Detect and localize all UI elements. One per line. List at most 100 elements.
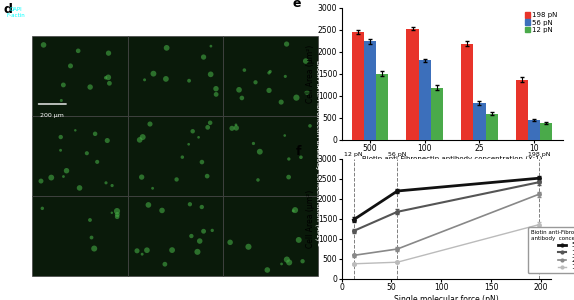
Point xyxy=(101,75,110,80)
Point xyxy=(157,208,166,213)
Bar xyxy=(127,196,223,276)
Point xyxy=(104,51,113,56)
Point xyxy=(39,43,48,47)
Point xyxy=(107,210,117,215)
Point xyxy=(105,81,114,86)
Point xyxy=(277,100,286,104)
Point xyxy=(302,90,312,95)
Point xyxy=(148,186,157,191)
Text: 198 pN: 198 pN xyxy=(254,8,286,17)
Point xyxy=(284,175,293,179)
Point xyxy=(140,77,149,82)
X-axis label: Biotin anti-Fibronectin antibody concentration (X:1): Biotin anti-Fibronectin antibody concent… xyxy=(362,155,542,162)
Point xyxy=(195,239,204,244)
Point xyxy=(263,268,272,272)
Point xyxy=(199,229,208,234)
Bar xyxy=(486,113,498,140)
Point xyxy=(91,131,100,136)
Bar xyxy=(430,88,443,140)
Point xyxy=(66,64,75,68)
Point xyxy=(82,151,91,156)
Point xyxy=(255,149,265,154)
Point xyxy=(232,125,241,130)
Point xyxy=(203,125,212,130)
Point xyxy=(290,208,300,212)
Point xyxy=(240,68,249,73)
Point xyxy=(75,185,84,190)
X-axis label: Single molecular force (pN): Single molecular force (pN) xyxy=(394,295,499,300)
Bar xyxy=(32,36,127,116)
Bar xyxy=(461,44,474,140)
Point xyxy=(298,259,307,264)
Point xyxy=(305,124,315,128)
Point xyxy=(135,137,144,142)
Point xyxy=(172,177,181,182)
Point xyxy=(104,75,113,80)
Bar xyxy=(127,36,223,116)
Point xyxy=(265,88,274,93)
Bar xyxy=(223,196,318,276)
Point xyxy=(265,70,274,75)
Point xyxy=(206,44,215,49)
Point xyxy=(90,246,99,251)
Point xyxy=(36,179,45,184)
Point xyxy=(266,69,275,74)
Point xyxy=(178,155,187,160)
Bar xyxy=(32,196,127,276)
Point xyxy=(194,135,203,140)
Point xyxy=(237,96,246,100)
Point xyxy=(197,160,207,164)
Point xyxy=(103,138,112,143)
Point xyxy=(73,48,83,53)
Point xyxy=(62,168,71,173)
Legend: 198 pN, 56 pN, 12 pN: 198 pN, 56 pN, 12 pN xyxy=(523,11,559,34)
Point xyxy=(107,183,117,188)
Point xyxy=(137,175,146,179)
Point xyxy=(206,72,215,77)
Bar xyxy=(364,41,376,140)
Point xyxy=(133,248,142,253)
Point xyxy=(208,228,217,233)
Text: Biotin anti-Fibronectin antibody concentration (X:1): Biotin anti-Fibronectin antibody concent… xyxy=(315,60,321,240)
Point xyxy=(301,59,311,64)
Point xyxy=(71,128,80,133)
Bar xyxy=(223,116,318,196)
Point xyxy=(145,122,154,126)
Point xyxy=(113,212,122,217)
Point xyxy=(57,98,66,103)
Point xyxy=(87,235,96,240)
Point xyxy=(296,155,305,160)
Point xyxy=(281,74,290,79)
Point xyxy=(212,92,221,97)
Point xyxy=(294,238,303,242)
Text: 25 : 1: 25 : 1 xyxy=(316,226,323,246)
Point xyxy=(46,175,56,180)
Bar xyxy=(418,60,430,140)
Text: 500 : 1: 500 : 1 xyxy=(316,64,323,88)
Text: d: d xyxy=(3,3,12,16)
Point xyxy=(38,206,47,211)
Point xyxy=(102,180,111,185)
Bar xyxy=(223,36,318,116)
Point xyxy=(160,262,169,267)
Point xyxy=(59,174,68,179)
Point xyxy=(187,234,196,239)
Point xyxy=(59,82,68,87)
Point xyxy=(162,46,171,50)
Point xyxy=(284,157,293,161)
Y-axis label: Cell Area (μm²): Cell Area (μm²) xyxy=(306,190,315,248)
Point xyxy=(251,80,260,85)
Point xyxy=(144,202,153,207)
Point xyxy=(282,42,291,46)
Text: e: e xyxy=(293,0,301,10)
Point xyxy=(211,86,220,91)
Bar xyxy=(127,116,223,196)
Point xyxy=(113,214,122,219)
Text: 56 pN: 56 pN xyxy=(388,152,406,157)
Point xyxy=(282,257,292,262)
Point xyxy=(234,87,243,92)
Point xyxy=(149,71,158,76)
Legend: 500, 100, 25, 10: 500, 100, 25, 10 xyxy=(528,227,574,273)
Text: f: f xyxy=(296,145,301,158)
Point xyxy=(56,135,65,140)
